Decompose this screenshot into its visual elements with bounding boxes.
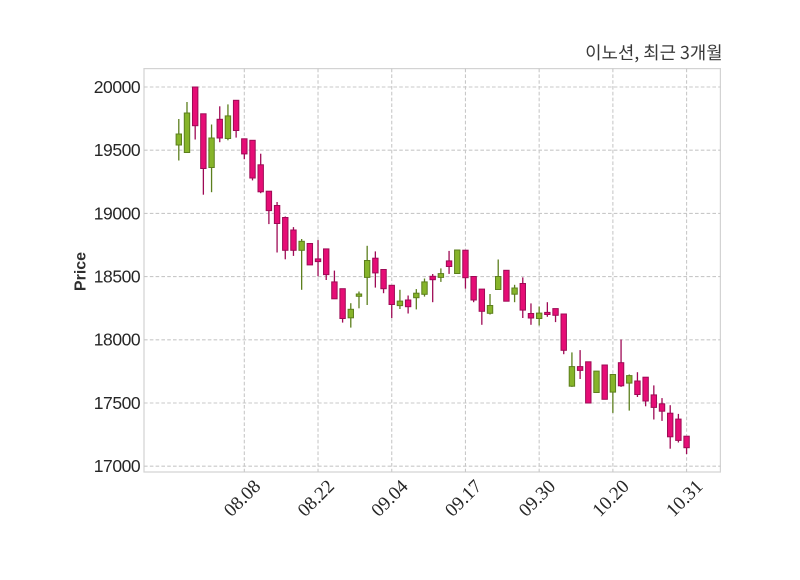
svg-text:18500: 18500 <box>94 267 141 287</box>
svg-text:Price: Price <box>73 252 90 291</box>
svg-text:20000: 20000 <box>94 77 141 97</box>
svg-text:18000: 18000 <box>94 330 141 350</box>
svg-text:19500: 19500 <box>94 140 141 160</box>
svg-text:19000: 19000 <box>94 203 141 223</box>
svg-text:17000: 17000 <box>94 456 141 476</box>
svg-text:17500: 17500 <box>94 393 141 413</box>
